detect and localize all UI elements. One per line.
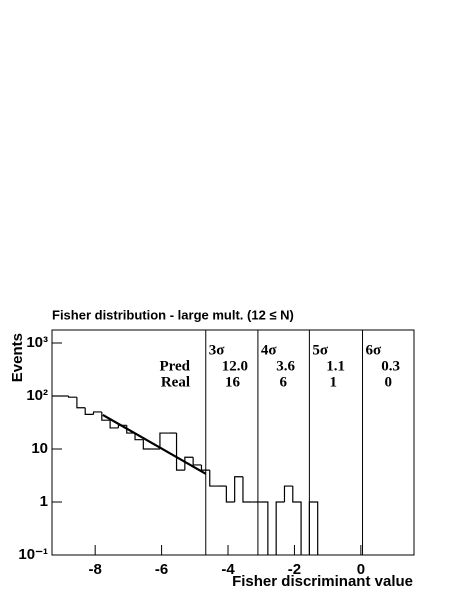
histogram-bin <box>283 485 293 503</box>
histogram-bin <box>101 411 111 421</box>
histogram-bin <box>159 432 169 450</box>
y-tick-label: 10⁻¹ <box>18 546 48 563</box>
x-tick-label: -8 <box>89 561 102 578</box>
sigma-label: 3σ <box>209 342 226 358</box>
histogram-bin <box>109 420 119 429</box>
histogram-bin <box>259 501 269 555</box>
x-tick-label: 0 <box>357 561 365 578</box>
histogram-bin <box>192 457 202 466</box>
histogram-bin <box>92 411 102 415</box>
plot-frame <box>51 329 415 556</box>
chart-title: Fisher distribution - large mult. (12 ≤ … <box>52 307 294 322</box>
histogram-bin <box>142 439 152 450</box>
histogram-bin <box>225 486 235 503</box>
pred-label: Pred <box>159 358 190 374</box>
real-value: 16 <box>225 374 241 390</box>
y-tick-label: 10² <box>26 387 48 404</box>
x-tick-label: -2 <box>288 561 301 578</box>
sigma-label: 4σ <box>261 342 278 358</box>
x-tick-label: -4 <box>221 561 235 578</box>
histogram-bin <box>184 456 194 471</box>
histogram-bin <box>234 476 243 503</box>
pred-value: 0.3 <box>381 358 400 374</box>
y-axis-label: Events <box>9 333 26 382</box>
histogram-bin <box>117 424 127 428</box>
pred-value: 12.0 <box>222 358 248 374</box>
histogram-bin <box>242 476 252 503</box>
histogram-bin <box>84 407 94 415</box>
histogram-bin <box>175 433 185 471</box>
histogram-bin <box>209 470 219 487</box>
sigma-label: 5σ <box>312 342 329 358</box>
histogram-bin <box>275 501 285 555</box>
x-tick-label: -6 <box>155 561 168 578</box>
real-label: Real <box>161 374 190 390</box>
pred-value: 1.1 <box>326 358 345 374</box>
sigma-label: 6σ <box>366 342 383 358</box>
histogram-bin <box>292 486 302 555</box>
histogram-bin <box>308 501 319 555</box>
real-value: 0 <box>385 374 393 390</box>
histogram-bin <box>68 396 77 398</box>
x-axis-label: Fisher discriminant value <box>232 573 413 590</box>
y-tick-label: 10³ <box>26 334 48 351</box>
histogram-bin <box>200 464 210 471</box>
histogram-bin <box>76 397 86 409</box>
real-value: 6 <box>280 374 288 390</box>
fit-line <box>102 413 207 475</box>
histogram-bin <box>134 433 144 441</box>
real-value: 1 <box>330 374 338 390</box>
y-tick-label: 1 <box>40 493 48 510</box>
y-tick-label: 10 <box>31 440 48 457</box>
pred-value: 3.6 <box>276 358 295 374</box>
